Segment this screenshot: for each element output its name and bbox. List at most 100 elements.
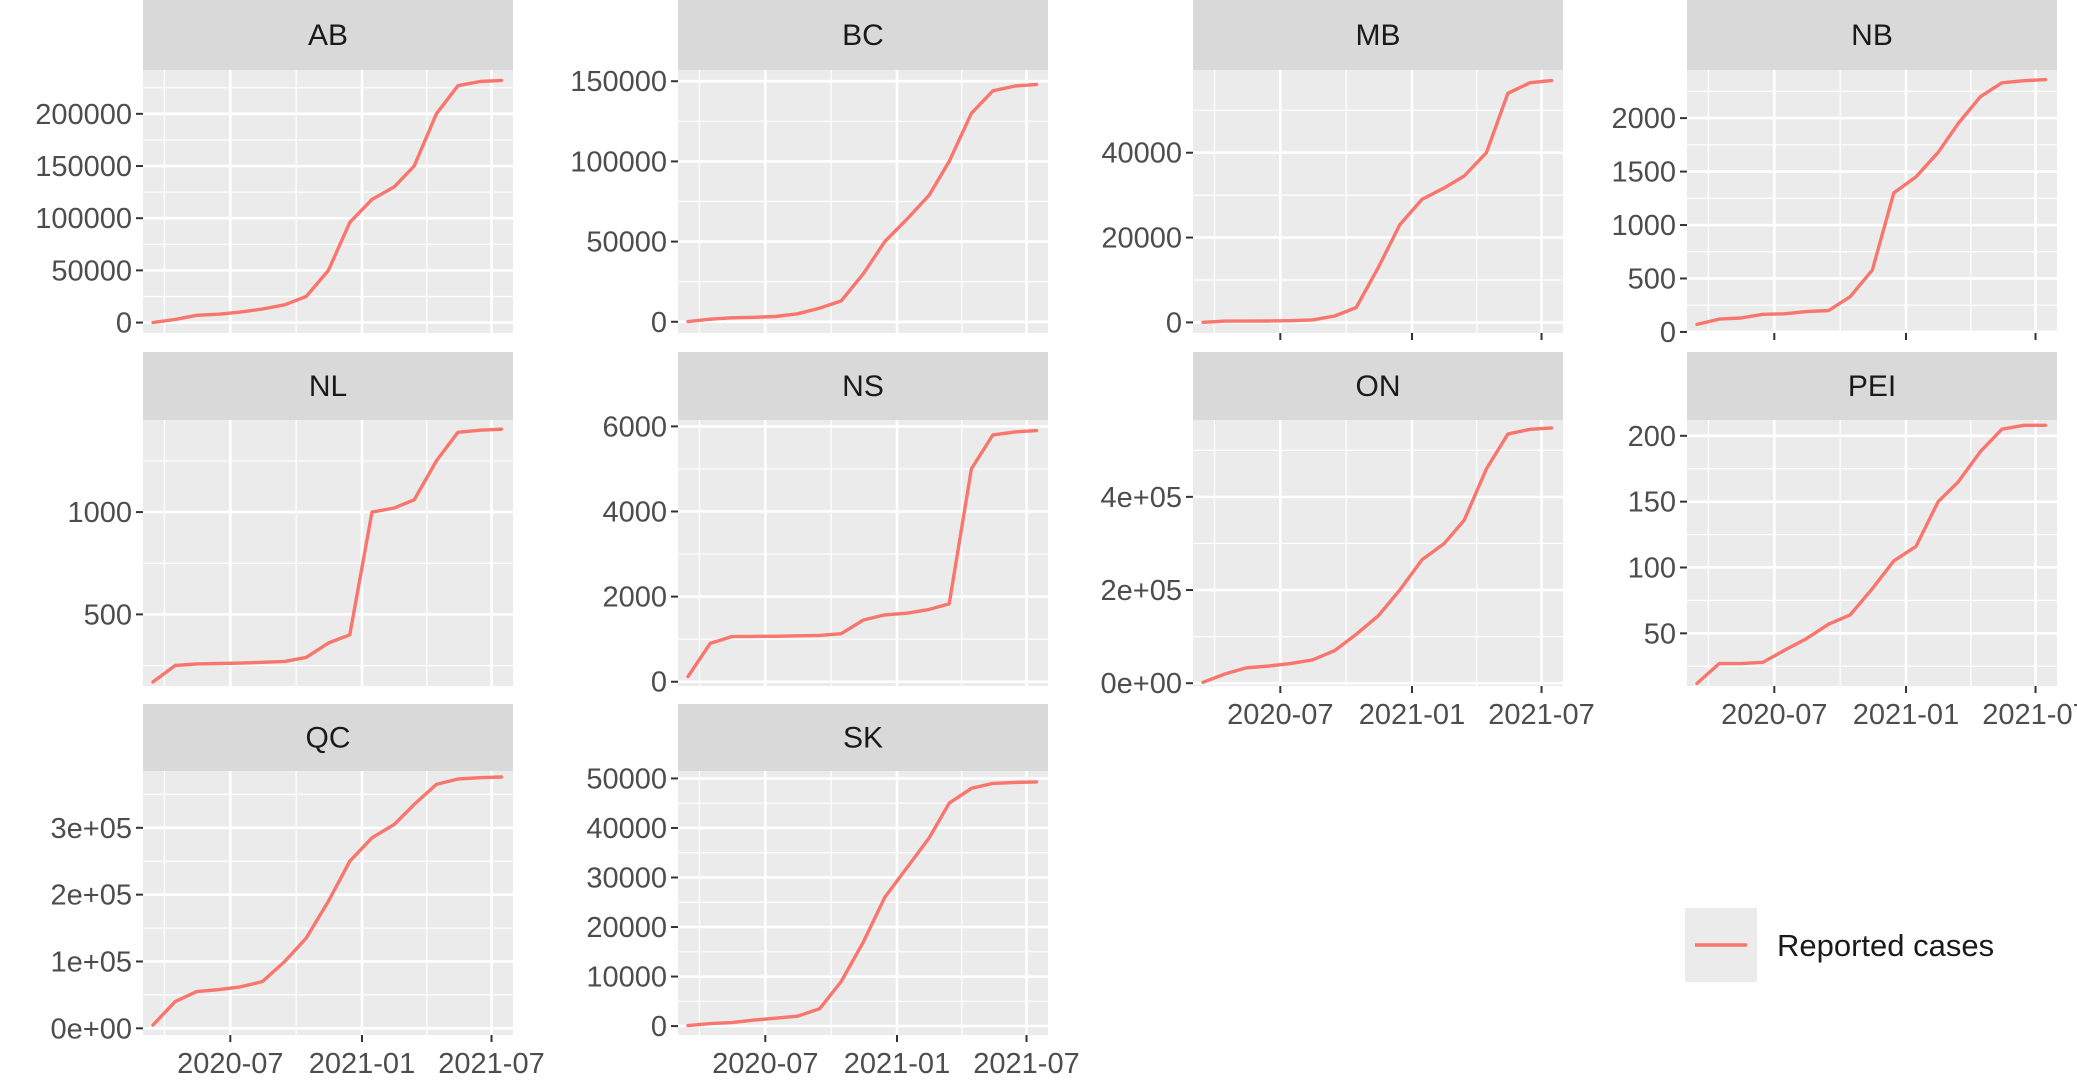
y-tick-label: 1000 (67, 497, 132, 529)
facet-nb: NB 0 500 1000 1500 2000 (1611, 0, 2057, 349)
facet-sk: SK 0 10000 20000 30000 40000 50000 2020-07 2021-… (586, 704, 1080, 1080)
y-tick-label: 50000 (586, 763, 667, 795)
y-tick-label: 1500 (1611, 157, 1676, 189)
y-tick-label: 20000 (1101, 223, 1182, 255)
y-tick-label: 0 (116, 308, 132, 340)
facet-strip (143, 352, 513, 420)
x-tick-label: 2021-01 (844, 1048, 950, 1080)
x-tick-label: 2020-07 (1721, 699, 1827, 731)
x-tick-label: 2021-01 (1853, 699, 1959, 731)
panel-background (143, 70, 513, 333)
panel-background (1687, 420, 2057, 686)
x-tick-label: 2021-07 (1488, 699, 1594, 731)
y-tick-label: 500 (1628, 263, 1676, 295)
y-tick-label: 150 (1628, 487, 1676, 519)
y-tick-label: 50 (1644, 618, 1676, 650)
series-line-bc (686, 82, 1039, 324)
y-tick-label: 150000 (570, 66, 667, 98)
y-tick-label: 40000 (1101, 138, 1182, 170)
y-tick-label: 4000 (602, 497, 667, 529)
y-tick-label: 20000 (586, 912, 667, 944)
facet-strip (1193, 352, 1563, 420)
series-line-nl (151, 427, 504, 684)
facet-pei: PEI 50 100 150 200 2020-07 2021-01 2021-07 (1628, 352, 2077, 731)
facet-on: ON 0e+00 2e+05 4e+05 2020-07 2021-01 2021-07 (1101, 352, 1595, 731)
y-tick-label: 2e+05 (51, 880, 132, 912)
facet-strip (1193, 0, 1563, 70)
y-tick-label: 10000 (586, 962, 667, 994)
facet-ns: NS 0 2000 4000 6000 (602, 352, 1048, 699)
series-line-mb (1201, 78, 1554, 324)
series-line-sk (686, 780, 1039, 1028)
facet-panels: AB050000100000150000200000BC050000100000… (35, 0, 2077, 1080)
series-line-qc (151, 775, 504, 1027)
x-tick-label: 2021-07 (438, 1048, 544, 1080)
panel-background (1193, 420, 1563, 686)
y-tick-label: 100000 (570, 146, 667, 178)
y-tick-label: 2e+05 (1101, 575, 1182, 607)
y-tick-label: 50000 (586, 227, 667, 259)
y-tick-label: 4e+05 (1101, 482, 1182, 514)
y-tick-label: 40000 (586, 813, 667, 845)
y-tick-label: 0 (651, 307, 667, 339)
panel-background (678, 771, 1048, 1035)
y-tick-label: 0 (651, 667, 667, 699)
panel-background (1687, 70, 2057, 333)
series-line-ns (686, 428, 1039, 679)
y-tick-label: 500 (84, 599, 132, 631)
panel-background (678, 420, 1048, 686)
facet-strip-label: QC (306, 722, 351, 755)
panel-background (143, 420, 513, 686)
facet-strip-label: BC (842, 19, 884, 52)
facet-strip-label: NS (842, 370, 884, 403)
x-tick-label: 2021-07 (1982, 699, 2077, 731)
x-tick-label: 2020-07 (177, 1048, 283, 1080)
y-tick-label: 1e+05 (51, 946, 132, 978)
y-tick-label: 50000 (51, 255, 132, 287)
facet-qc: QC 0e+00 1e+05 2e+05 3e+05 2020-07 2021-01 2021… (51, 704, 545, 1080)
legend-label: Reported cases (1777, 928, 1994, 963)
y-tick-label: 150000 (35, 151, 132, 183)
x-tick-label: 2021-01 (309, 1048, 415, 1080)
facet-strip-label: NB (1851, 19, 1893, 52)
x-tick-label: 2021-01 (1359, 699, 1465, 731)
y-tick-label: 30000 (586, 862, 667, 894)
facet-nl: NL 500 1000 (67, 352, 513, 686)
y-tick-label: 3e+05 (51, 813, 132, 845)
y-tick-label: 6000 (602, 411, 667, 443)
facet-strip (1687, 0, 2057, 70)
facet-mb: MB 0 20000 40000 (1101, 0, 1563, 340)
facet-strip-label: MB (1356, 19, 1401, 52)
facet-strip-label: SK (843, 722, 883, 755)
facet-strip (678, 352, 1048, 420)
facet-strip (678, 0, 1048, 70)
series-line-pei (1695, 423, 2048, 686)
y-tick-label: 200 (1628, 421, 1676, 453)
facet-ab: AB 0 50000 100000 150000 200000 (35, 0, 513, 340)
y-tick-label: 0e+00 (1101, 668, 1182, 700)
facet-strip (678, 704, 1048, 771)
series-line-on (1201, 426, 1554, 684)
facet-strip-label: PEI (1848, 370, 1896, 403)
y-tick-label: 0 (1660, 317, 1676, 349)
y-tick-label: 1000 (1611, 210, 1676, 242)
facet-strip-label: ON (1356, 370, 1401, 403)
y-tick-label: 2000 (602, 582, 667, 614)
series-line-nb (1695, 77, 2048, 327)
y-tick-label: 2000 (1611, 103, 1676, 135)
y-tick-label: 0 (1166, 307, 1182, 339)
facet-strip (143, 704, 513, 771)
x-tick-label: 2020-07 (1227, 699, 1333, 731)
legend: Reported cases (1685, 908, 1994, 982)
facet-strip (143, 0, 513, 70)
x-tick-label: 2020-07 (712, 1048, 818, 1080)
y-tick-label: 100000 (35, 203, 132, 235)
y-tick-label: 0 (651, 1011, 667, 1043)
series-line-ab (151, 78, 504, 325)
y-tick-label: 100 (1628, 552, 1676, 584)
y-tick-label: 0e+00 (51, 1013, 132, 1045)
facet-strip-label: NL (309, 370, 347, 403)
facet-strip (1687, 352, 2057, 420)
panel-background (1193, 70, 1563, 333)
